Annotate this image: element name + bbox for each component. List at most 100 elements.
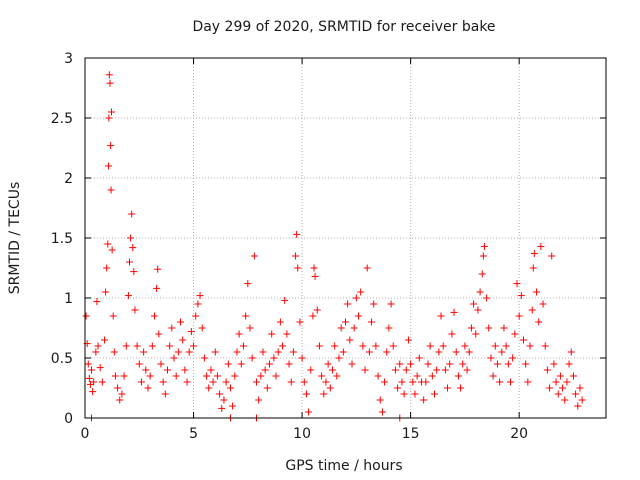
data-point — [244, 280, 252, 288]
data-point — [116, 396, 124, 404]
data-point — [101, 336, 109, 344]
data-point — [326, 384, 334, 392]
data-point — [114, 384, 122, 392]
data-point — [559, 384, 567, 392]
data-point — [237, 360, 245, 368]
data-point — [281, 296, 289, 304]
chart-title: Day 299 of 2020, SRMTID for receiver bak… — [192, 19, 495, 35]
data-point — [172, 372, 180, 380]
data-point — [205, 384, 213, 392]
data-point — [543, 366, 551, 374]
data-point — [474, 306, 482, 314]
data-point — [461, 342, 469, 350]
y-axis-label: SRMTID / TECUs — [7, 182, 23, 295]
data-point — [479, 252, 487, 260]
data-point — [365, 348, 373, 356]
data-point — [137, 378, 145, 386]
data-point — [261, 366, 269, 374]
data-point — [103, 264, 111, 272]
scatter-series — [82, 71, 586, 422]
data-point — [394, 384, 402, 392]
data-point — [231, 372, 239, 380]
data-point — [250, 252, 258, 260]
data-point — [213, 372, 221, 380]
data-point — [428, 372, 436, 380]
axis-ticks: 0 5 10 15 20 0 0.5 1 1.5 2 2.5 3 — [51, 51, 606, 442]
data-point — [142, 366, 150, 374]
data-point — [502, 342, 510, 350]
data-point — [307, 366, 315, 374]
data-point — [130, 268, 138, 276]
data-point — [111, 372, 119, 380]
data-point — [463, 366, 471, 374]
data-point — [266, 360, 274, 368]
data-point — [548, 252, 556, 260]
data-point — [233, 348, 241, 356]
data-point — [294, 264, 302, 272]
data-point — [487, 354, 495, 362]
data-point — [441, 366, 449, 374]
x-tick-label: 10 — [293, 426, 311, 442]
data-point — [509, 354, 517, 362]
data-point — [331, 342, 339, 350]
data-point — [387, 300, 395, 308]
data-point — [426, 342, 434, 350]
data-point — [506, 378, 514, 386]
data-point — [376, 396, 384, 404]
data-point — [491, 342, 499, 350]
data-point — [229, 402, 237, 410]
data-point — [520, 336, 528, 344]
data-point — [177, 318, 185, 326]
data-point — [385, 324, 393, 332]
data-point — [337, 324, 345, 332]
data-point — [200, 354, 208, 362]
data-point — [174, 348, 182, 356]
data-point — [133, 342, 141, 350]
data-point — [157, 360, 165, 368]
data-point — [107, 186, 115, 194]
data-point — [528, 306, 536, 314]
data-point — [255, 396, 263, 404]
data-point — [480, 242, 488, 250]
data-point — [311, 272, 319, 280]
data-point — [359, 342, 367, 350]
data-point — [122, 342, 130, 350]
data-point — [333, 372, 341, 380]
data-point — [272, 372, 280, 380]
y-tick-label: 3 — [64, 51, 73, 67]
data-point — [220, 396, 228, 404]
data-point — [120, 372, 128, 380]
data-point — [153, 284, 161, 292]
data-point — [318, 372, 326, 380]
data-point — [274, 348, 282, 356]
data-point — [476, 288, 484, 296]
data-point — [465, 348, 473, 356]
data-point — [437, 312, 445, 320]
data-point — [448, 330, 456, 338]
data-point — [444, 384, 452, 392]
data-point — [239, 342, 247, 350]
data-point — [126, 258, 134, 266]
data-point — [85, 374, 93, 382]
data-point — [309, 312, 317, 320]
data-point — [496, 378, 504, 386]
data-point — [535, 318, 543, 326]
data-point — [493, 360, 501, 368]
data-point — [207, 366, 215, 374]
data-point — [344, 300, 352, 308]
data-point — [407, 360, 415, 368]
data-point — [537, 242, 545, 250]
data-point — [179, 336, 187, 344]
data-point — [289, 348, 297, 356]
data-point — [517, 292, 525, 300]
data-point — [248, 354, 256, 362]
data-point — [90, 378, 98, 386]
data-point — [293, 230, 301, 238]
data-point — [320, 390, 328, 398]
data-point — [576, 384, 584, 392]
data-point — [96, 364, 104, 372]
x-axis-label: GPS time / hours — [285, 458, 402, 474]
data-point — [546, 384, 554, 392]
data-point — [190, 342, 198, 350]
data-point — [313, 306, 321, 314]
